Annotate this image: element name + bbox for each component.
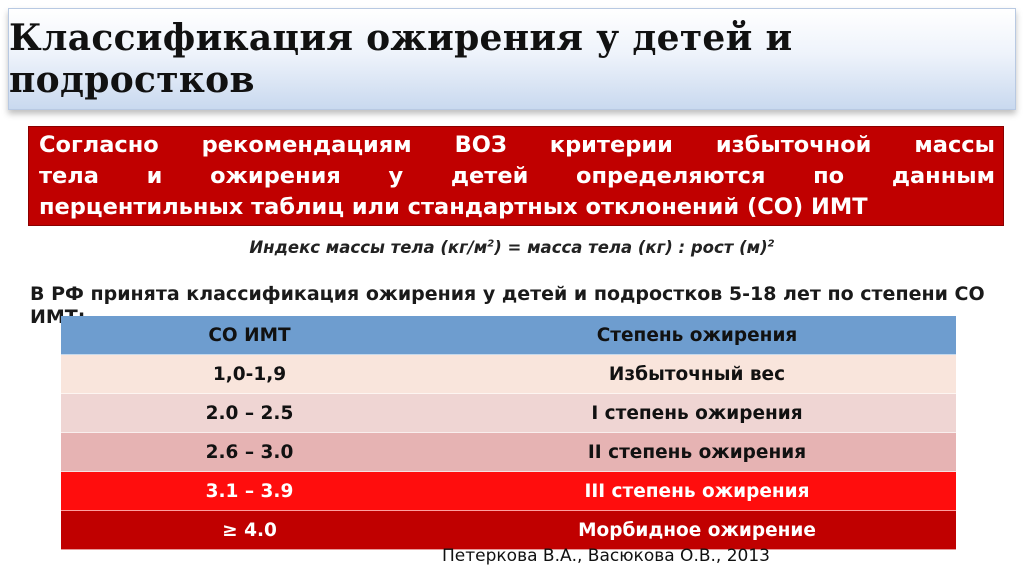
who-criteria-line-3: перцентильных таблиц или стандартных отк… bbox=[39, 194, 868, 220]
sd-bmi-cell: 2.6 – 3.0 bbox=[61, 432, 438, 472]
header-obesity-degree: Степень ожирения bbox=[438, 316, 956, 355]
sd-bmi-cell: 1,0-1,9 bbox=[61, 354, 438, 394]
table-header-row: СО ИМТ Степень ожирения bbox=[61, 316, 956, 355]
who-criteria-box: Согласно рекомендациям ВОЗ критерии избы… bbox=[28, 126, 1004, 226]
degree-value: Морбидное ожирение bbox=[578, 519, 816, 541]
source-credit: Петеркова В.А., Васюкова О.В., 2013 bbox=[442, 546, 770, 566]
bmi-formula-sup-1: 2 bbox=[487, 238, 495, 250]
bmi-formula: Индекс массы тела (кг/м2) = масса тела (… bbox=[0, 238, 1024, 257]
table-row: ≥ 4.0 Морбидное ожирение bbox=[61, 510, 956, 550]
degree-cell: III степень ожирения bbox=[438, 471, 956, 511]
bmi-formula-part-2: ) = масса тела (кг) : рост (м) bbox=[494, 238, 768, 257]
sd-bmi-cell: ≥ 4.0 bbox=[61, 510, 438, 550]
degree-cell: II степень ожирения bbox=[438, 432, 956, 472]
degree-value: Избыточный вес bbox=[608, 363, 786, 385]
degree-value: II степень ожирения bbox=[587, 441, 807, 463]
sd-bmi-cell: 2.0 – 2.5 bbox=[61, 393, 438, 433]
degree-cell: I степень ожирения bbox=[438, 393, 956, 433]
table-row: 1,0-1,9 Избыточный вес bbox=[61, 354, 956, 394]
degree-cell: Морбидное ожирение bbox=[438, 510, 956, 550]
who-criteria-line-1: Согласно рекомендациям ВОЗ критерии избы… bbox=[39, 132, 995, 158]
title-banner: Классификация ожирения у детей и подрост… bbox=[8, 8, 1016, 110]
header-obesity-degree-label: Степень ожирения bbox=[596, 324, 798, 346]
sd-bmi-value: 3.1 – 3.9 bbox=[205, 480, 294, 502]
sd-bmi-value: 2.0 – 2.5 bbox=[205, 402, 294, 424]
sd-bmi-value: 2.6 – 3.0 bbox=[205, 441, 294, 463]
obesity-classification-table: СО ИМТ Степень ожирения 1,0-1,9 Избыточн… bbox=[61, 316, 956, 550]
sd-bmi-value: 1,0-1,9 bbox=[212, 363, 287, 385]
degree-value: I степень ожирения bbox=[591, 402, 803, 424]
slide-title: Классификация ожирения у детей и подрост… bbox=[9, 17, 793, 101]
sd-bmi-value: ≥ 4.0 bbox=[222, 519, 277, 541]
header-sd-bmi: СО ИМТ bbox=[61, 316, 438, 355]
bmi-formula-part-1: Индекс массы тела (кг/м bbox=[249, 238, 488, 257]
degree-value: III степень ожирения bbox=[584, 480, 810, 502]
sd-bmi-cell: 3.1 – 3.9 bbox=[61, 471, 438, 511]
degree-cell: Избыточный вес bbox=[438, 354, 956, 394]
table-row: 3.1 – 3.9 III степень ожирения bbox=[61, 471, 956, 511]
header-sd-bmi-label: СО ИМТ bbox=[208, 324, 291, 346]
table-row: 2.6 – 3.0 II степень ожирения bbox=[61, 432, 956, 472]
who-criteria-line-2: тела и ожирения у детей определяются по … bbox=[39, 163, 995, 189]
table-row: 2.0 – 2.5 I степень ожирения bbox=[61, 393, 956, 433]
bmi-formula-sup-2: 2 bbox=[767, 238, 775, 250]
